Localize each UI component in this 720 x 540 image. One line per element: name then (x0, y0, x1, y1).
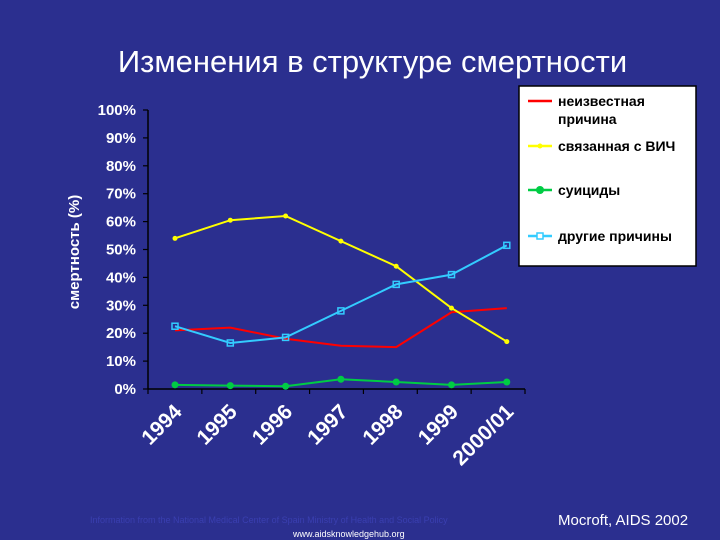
slide-title: Изменения в структуре смертности (117, 44, 628, 79)
citation: Mocroft, AIDS 2002 (558, 512, 689, 529)
y-ticks: 0% 10% 20% 30% 40% 50% 60% 70% 80% 90% 100% (98, 102, 148, 398)
y-tick-label: 0% (114, 381, 136, 398)
x-tick-label: 1996 (248, 400, 297, 449)
series-none (174, 307, 507, 349)
data-point (448, 381, 455, 389)
data-point (281, 333, 290, 342)
data-point (503, 378, 511, 386)
data-point (449, 305, 454, 311)
y-tick-label: 70% (106, 186, 136, 203)
x-tick-label: 1999 (414, 400, 463, 449)
legend-label-line: причина (558, 111, 617, 127)
y-axis-label: смертность (%) (66, 195, 83, 310)
legend-label: другие причины (558, 228, 672, 244)
data-point (227, 217, 233, 223)
data-point (226, 339, 235, 347)
data-point (337, 307, 345, 315)
data-point (447, 270, 456, 279)
y-tick-label: 30% (106, 297, 136, 314)
data-point (337, 375, 345, 383)
legend-label: связанная с ВИЧ (558, 138, 675, 154)
x-tick-label: 1997 (303, 400, 352, 449)
x-tick-label: 2000/01 (448, 400, 518, 470)
series-layer (171, 213, 511, 390)
legend: неизвестная причина связанная с ВИЧ суициды… (518, 85, 697, 267)
x-tick-label: 1995 (193, 400, 243, 450)
series-square (171, 241, 511, 347)
data-point (171, 322, 179, 330)
y-tick-label: 10% (106, 353, 136, 370)
legend-label-line: неизвестная (558, 93, 645, 109)
data-point (282, 382, 290, 390)
data-point (283, 213, 289, 219)
series-line (174, 307, 507, 349)
legend-swatch-marker (536, 232, 544, 240)
footer-url: www.aidsknowledgehub.org (293, 529, 405, 539)
data-point (393, 263, 399, 269)
data-point (171, 381, 179, 389)
series-line (174, 244, 508, 344)
y-tick-label: 80% (106, 158, 136, 175)
y-tick-label: 20% (106, 325, 136, 342)
footer-note: Information from the National Medical Ce… (90, 515, 448, 525)
y-tick-label: 90% (106, 130, 136, 147)
series-dot (172, 213, 510, 345)
legend-label: неизвестная причина (558, 93, 645, 127)
y-tick-label: 50% (106, 242, 136, 259)
data-point (503, 241, 511, 250)
series-circle (171, 375, 511, 390)
data-point (338, 238, 344, 244)
data-point (392, 378, 400, 386)
data-point (392, 280, 400, 289)
data-point (172, 235, 178, 241)
x-tick-label: 1998 (358, 400, 408, 450)
y-tick-label: 100% (98, 102, 136, 119)
x-tick-label: 1994 (137, 400, 187, 450)
legend-label: суициды (558, 182, 620, 198)
data-point (226, 382, 234, 390)
plot-area (148, 110, 525, 389)
legend-swatch-marker (537, 143, 543, 149)
y-tick-label: 40% (106, 269, 136, 286)
y-tick-label: 60% (106, 214, 136, 231)
legend-swatch-marker (536, 186, 544, 194)
data-point (504, 339, 510, 345)
